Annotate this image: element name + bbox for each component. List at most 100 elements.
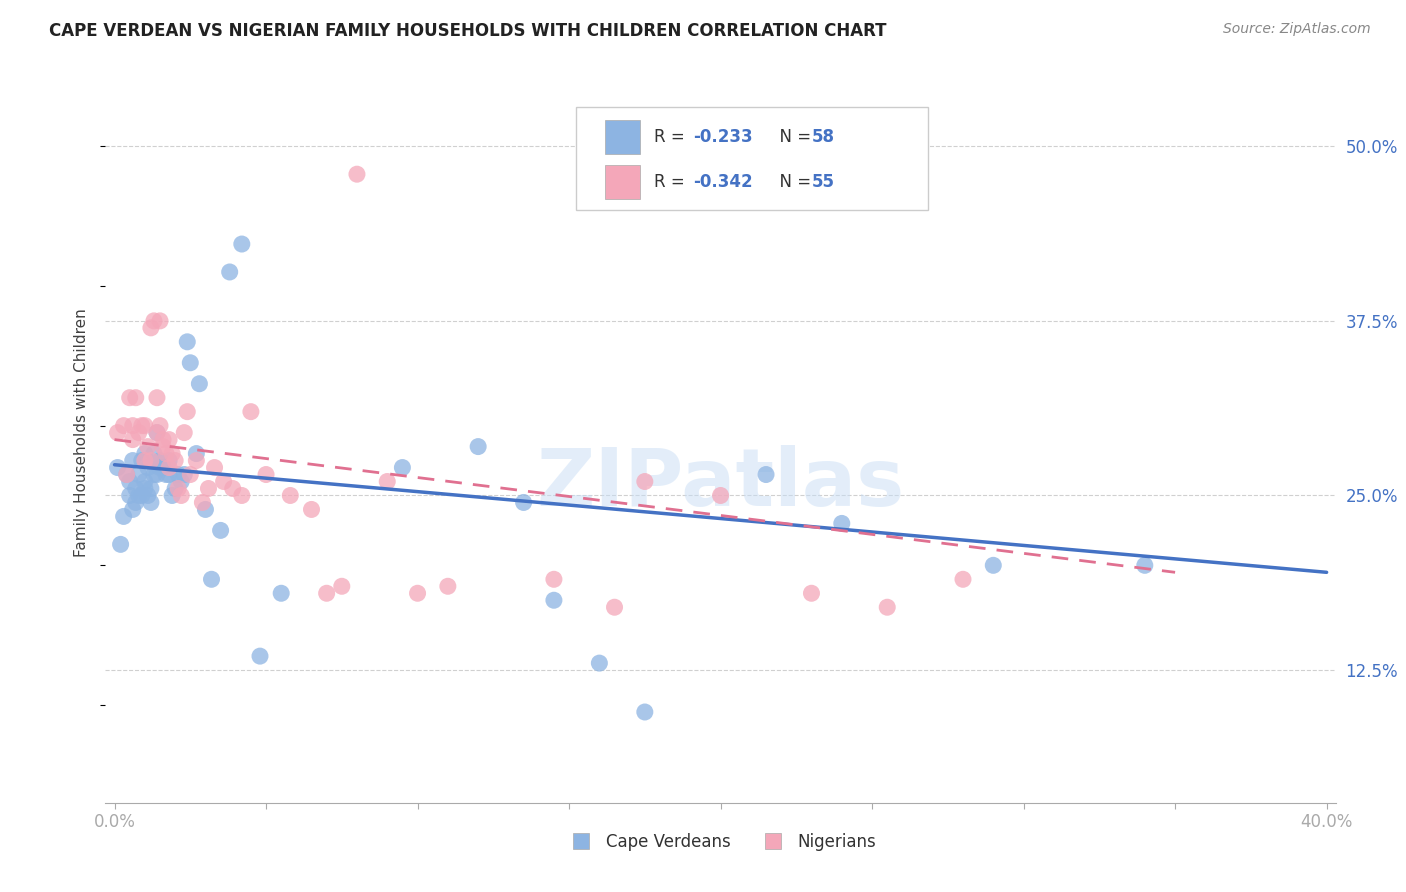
Point bbox=[330, 579, 353, 593]
Point bbox=[209, 524, 232, 538]
Point bbox=[110, 537, 132, 551]
Point bbox=[121, 433, 143, 447]
Point bbox=[391, 460, 413, 475]
Point bbox=[125, 495, 148, 509]
Y-axis label: Family Households with Children: Family Households with Children bbox=[75, 309, 90, 557]
Point bbox=[134, 418, 156, 433]
Point bbox=[146, 425, 169, 440]
Point bbox=[167, 482, 190, 496]
Point bbox=[160, 446, 183, 460]
Text: R =: R = bbox=[654, 128, 690, 146]
Point bbox=[800, 586, 823, 600]
Point bbox=[170, 475, 193, 489]
Text: R =: R = bbox=[654, 173, 690, 191]
Point bbox=[121, 453, 143, 467]
Point bbox=[179, 356, 201, 370]
Text: N =: N = bbox=[769, 128, 817, 146]
Point bbox=[131, 488, 153, 502]
Point bbox=[222, 482, 245, 496]
Point bbox=[115, 467, 138, 482]
Point bbox=[170, 488, 193, 502]
Point bbox=[165, 453, 187, 467]
Point bbox=[231, 488, 253, 502]
Point bbox=[588, 656, 610, 670]
Point bbox=[165, 482, 187, 496]
Point bbox=[315, 586, 337, 600]
Point bbox=[128, 425, 150, 440]
Point bbox=[134, 446, 156, 460]
Point bbox=[179, 467, 201, 482]
Point bbox=[121, 502, 143, 516]
Text: ZIPatlas: ZIPatlas bbox=[537, 445, 904, 524]
Point bbox=[981, 558, 1004, 573]
Point bbox=[152, 433, 174, 447]
Point bbox=[375, 475, 398, 489]
Point bbox=[142, 467, 165, 482]
Point bbox=[112, 418, 135, 433]
Point bbox=[131, 418, 153, 433]
Point bbox=[139, 453, 162, 467]
Point bbox=[149, 418, 172, 433]
Point bbox=[603, 600, 626, 615]
Point bbox=[467, 440, 489, 454]
Point bbox=[139, 321, 162, 335]
Point bbox=[512, 495, 534, 509]
Point bbox=[543, 593, 565, 607]
Point bbox=[107, 460, 129, 475]
Point bbox=[634, 705, 657, 719]
Point bbox=[278, 488, 301, 502]
Point bbox=[131, 453, 153, 467]
Point bbox=[197, 482, 219, 496]
Point bbox=[125, 391, 148, 405]
Point bbox=[157, 467, 180, 482]
Point bbox=[107, 425, 129, 440]
Text: -0.233: -0.233 bbox=[693, 128, 752, 146]
Point bbox=[146, 467, 169, 482]
Point bbox=[136, 460, 159, 475]
Point bbox=[249, 649, 271, 664]
Point bbox=[142, 314, 165, 328]
Point bbox=[152, 440, 174, 454]
Point bbox=[157, 433, 180, 447]
Point bbox=[157, 453, 180, 467]
Point bbox=[134, 475, 156, 489]
Point bbox=[155, 446, 177, 460]
Text: 55: 55 bbox=[811, 173, 834, 191]
Legend: Cape Verdeans, Nigerians: Cape Verdeans, Nigerians bbox=[558, 826, 883, 857]
Text: 58: 58 bbox=[811, 128, 834, 146]
Point bbox=[212, 475, 235, 489]
Point bbox=[709, 488, 731, 502]
Point bbox=[115, 467, 138, 482]
Text: CAPE VERDEAN VS NIGERIAN FAMILY HOUSEHOLDS WITH CHILDREN CORRELATION CHART: CAPE VERDEAN VS NIGERIAN FAMILY HOUSEHOL… bbox=[49, 22, 887, 40]
Point bbox=[254, 467, 277, 482]
Point bbox=[191, 495, 214, 509]
Point bbox=[149, 453, 172, 467]
Point bbox=[176, 405, 198, 419]
Point bbox=[231, 237, 253, 252]
Point bbox=[142, 446, 165, 460]
Text: N =: N = bbox=[769, 173, 817, 191]
Point bbox=[118, 475, 141, 489]
Text: Source: ZipAtlas.com: Source: ZipAtlas.com bbox=[1223, 22, 1371, 37]
Point bbox=[831, 516, 853, 531]
Point bbox=[218, 265, 240, 279]
Point bbox=[152, 460, 174, 475]
Point bbox=[112, 509, 135, 524]
Point bbox=[139, 482, 162, 496]
Point bbox=[167, 467, 190, 482]
Point bbox=[543, 572, 565, 586]
Point bbox=[121, 418, 143, 433]
Point bbox=[134, 453, 156, 467]
Point bbox=[634, 475, 657, 489]
Point bbox=[270, 586, 292, 600]
Point bbox=[437, 579, 460, 593]
Point bbox=[128, 467, 150, 482]
Point bbox=[173, 467, 195, 482]
Point bbox=[149, 460, 172, 475]
Point bbox=[146, 425, 169, 440]
Point bbox=[136, 488, 159, 502]
Point bbox=[118, 488, 141, 502]
Point bbox=[876, 600, 898, 615]
Point bbox=[204, 460, 226, 475]
Point bbox=[173, 425, 195, 440]
